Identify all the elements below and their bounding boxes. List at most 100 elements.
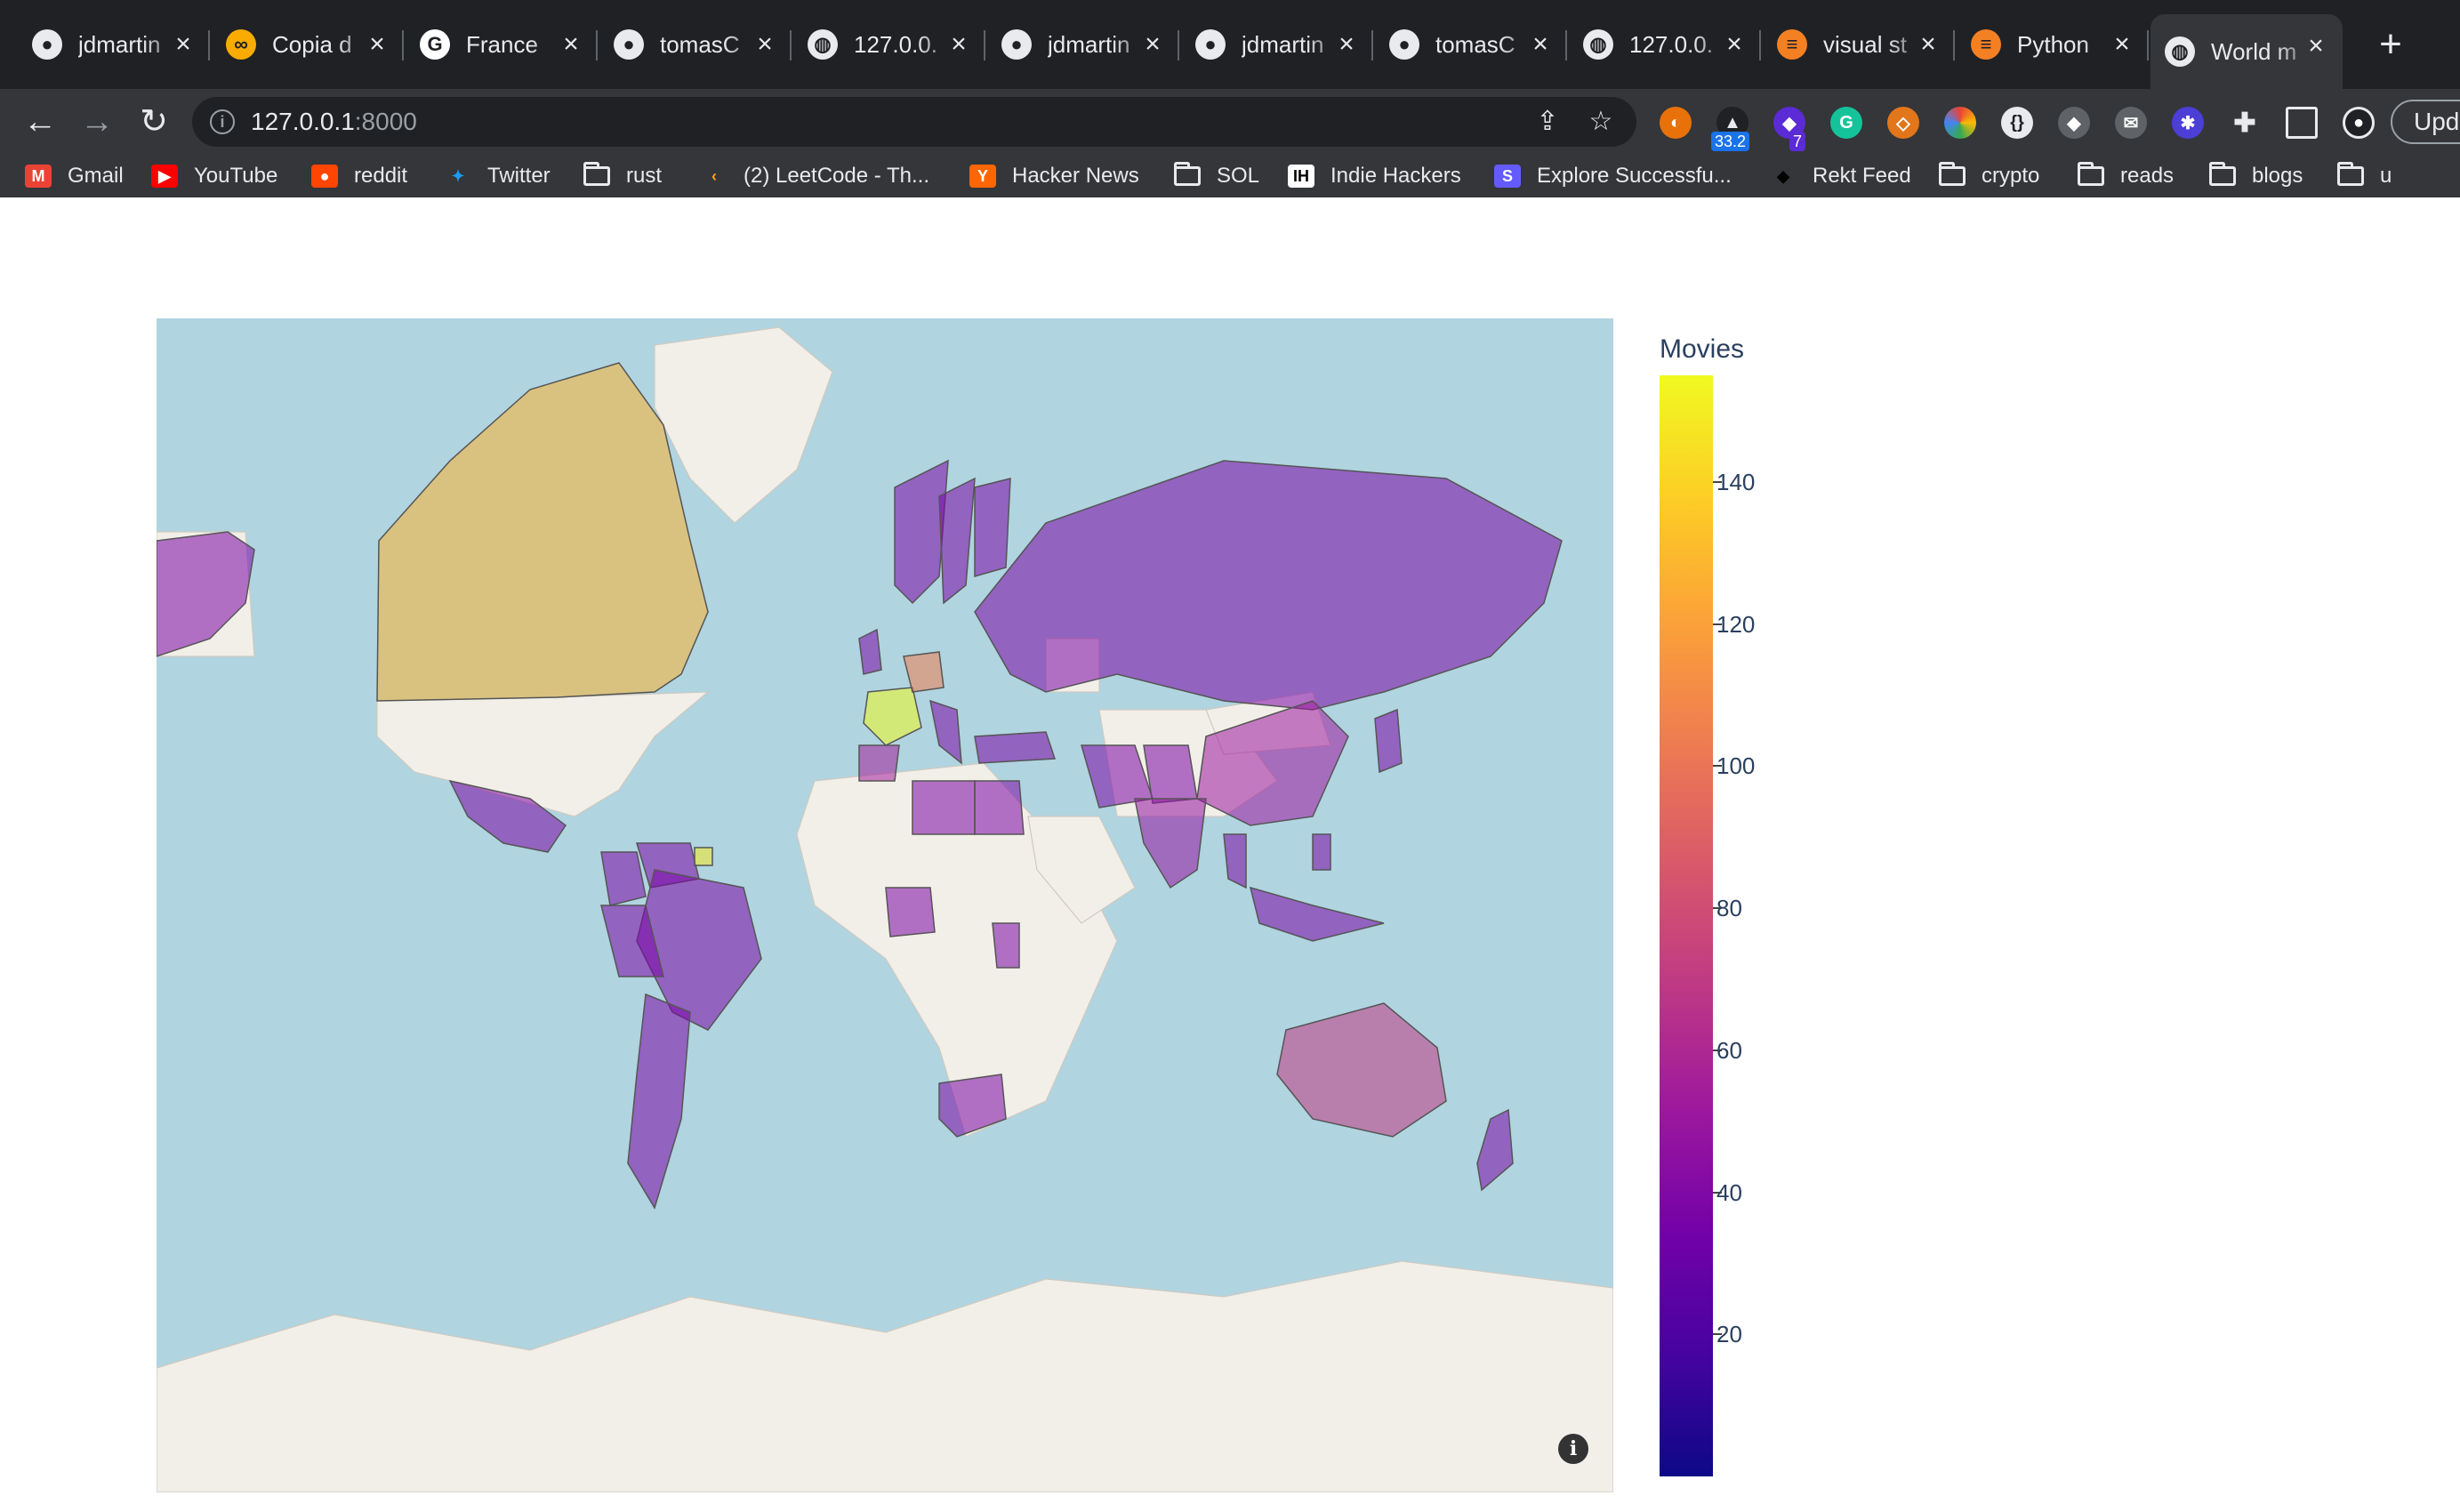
country-usa-alaska-[interactable] — [157, 531, 255, 657]
tab-close-icon[interactable]: × — [1145, 29, 1161, 59]
country-sweden[interactable] — [938, 477, 976, 605]
tab-close-icon[interactable]: × — [175, 29, 191, 59]
country-kenya[interactable] — [992, 922, 1020, 969]
bookmark-star-icon[interactable]: ☆ — [1588, 107, 1613, 136]
share-icon[interactable]: ⇪ — [1536, 107, 1559, 136]
tab-close-icon[interactable]: × — [563, 29, 579, 59]
back-button[interactable]: ← — [23, 103, 57, 141]
tab-5[interactable]: ● jdmartin × — [987, 12, 1179, 76]
map-attribution-info-icon[interactable]: i — [1558, 1434, 1588, 1464]
country-uk[interactable] — [858, 628, 882, 675]
extensions-puzzle-icon[interactable]: ✚ — [2233, 108, 2256, 138]
country-finland[interactable] — [974, 478, 1011, 577]
country-norway[interactable] — [894, 459, 949, 605]
bookmark-10[interactable]: ◆ Rekt Feed — [1770, 158, 1911, 194]
country-india[interactable] — [1134, 798, 1207, 889]
country-france[interactable] — [863, 687, 922, 746]
color-extension-icon[interactable] — [1944, 107, 1976, 139]
globe-icon: ◍ — [1583, 29, 1613, 60]
tab-8[interactable]: ◍ 127.0.0. × — [1569, 12, 1761, 76]
world-choropleth-map[interactable] — [157, 318, 1613, 1492]
tab-close-icon[interactable]: × — [1726, 29, 1742, 59]
profile-avatar[interactable]: ● — [2343, 107, 2375, 139]
bookmark-2[interactable]: ● reddit — [311, 158, 407, 194]
bookmark-14[interactable]: u — [2337, 158, 2392, 194]
tab-7[interactable]: ● tomasC × — [1375, 12, 1567, 76]
tab-4[interactable]: ◍ 127.0.0. × — [793, 12, 985, 76]
bookmark-4[interactable]: rust — [583, 158, 662, 194]
extension-icon-10[interactable]: ✱ — [2172, 107, 2204, 139]
country-suriname[interactable] — [694, 847, 713, 866]
country-egypt[interactable] — [974, 780, 1025, 835]
country-australia[interactable] — [1276, 1002, 1447, 1138]
tab-close-icon[interactable]: × — [951, 29, 967, 59]
tab-close-icon[interactable]: × — [2114, 29, 2130, 59]
tab-0[interactable]: ● jdmartin × — [18, 12, 210, 76]
bookmark-8[interactable]: IH Indie Hackers — [1288, 158, 1461, 194]
country-nigeria[interactable] — [885, 887, 936, 937]
country-russia[interactable] — [974, 460, 1563, 711]
country-mexico[interactable] — [448, 779, 567, 853]
country-canada[interactable] — [376, 362, 709, 702]
tab-separator — [984, 30, 985, 60]
update-button[interactable]: Upd — [2391, 100, 2460, 144]
tab-6[interactable]: ● jdmartin × — [1181, 12, 1373, 76]
tab-close-icon[interactable]: × — [369, 29, 385, 59]
address-bar[interactable]: i 127.0.0.1:8000 ⇪ ☆ — [192, 97, 1636, 147]
tab-label: jdmartin — [78, 30, 161, 58]
country-libya[interactable] — [912, 780, 976, 835]
bookmark-3[interactable]: ✦ Twitter — [445, 158, 550, 194]
tab-11[interactable]: ◍ World m × — [2150, 14, 2343, 89]
indiehackers-icon: IH — [1288, 165, 1314, 188]
country-peru[interactable] — [600, 905, 664, 977]
tab-3[interactable]: ● tomasC × — [599, 12, 792, 76]
country-spain[interactable] — [858, 744, 900, 782]
tab-close-icon[interactable]: × — [1339, 29, 1355, 59]
side-panel-icon[interactable] — [2286, 107, 2318, 139]
json-extension-icon[interactable]: {} — [2001, 107, 2033, 139]
bookmark-6[interactable]: Y Hacker News — [969, 158, 1139, 194]
extension-icon-8[interactable]: ◆ — [2058, 107, 2090, 139]
bookmark-9[interactable]: S Explore Successfu... — [1494, 158, 1732, 194]
bookmark-5[interactable]: ‹ (2) LeetCode - Th... — [701, 158, 929, 194]
country-argentina[interactable] — [627, 993, 691, 1210]
bookmark-13[interactable]: blogs — [2209, 158, 2303, 194]
country-thailand[interactable] — [1223, 833, 1247, 889]
extension-icon-1[interactable]: ◐ — [1660, 107, 1692, 139]
country-japan[interactable] — [1374, 708, 1403, 774]
country-italy[interactable] — [929, 699, 962, 765]
tab-close-icon[interactable]: × — [1532, 29, 1548, 59]
metamask-icon[interactable]: ◇ — [1887, 107, 1919, 139]
bookmark-12[interactable]: reads — [2078, 158, 2174, 194]
tab-9[interactable]: ≡ visual st × — [1763, 12, 1955, 76]
reload-button[interactable]: ↻ — [140, 103, 168, 141]
country-colombia[interactable] — [600, 851, 647, 906]
tab-label: Python — [2017, 30, 2089, 58]
tab-2[interactable]: G France × — [406, 12, 598, 76]
tab-1[interactable]: ∞ Copia d × — [212, 12, 404, 76]
new-tab-button[interactable]: + — [2379, 22, 2402, 66]
tab-10[interactable]: ≡ Python × — [1957, 12, 2149, 76]
bookmark-label: crypto — [1982, 164, 2040, 188]
bookmark-label: Explore Successfu... — [1537, 164, 1732, 188]
bookmark-11[interactable]: crypto — [1939, 158, 2039, 194]
country-indonesia[interactable] — [1249, 886, 1385, 942]
tab-close-icon[interactable]: × — [2308, 31, 2324, 60]
country-turkey[interactable] — [974, 731, 1057, 764]
bookmark-1[interactable]: ▶ YouTube — [151, 158, 277, 194]
bookmark-0[interactable]: M Gmail — [25, 158, 124, 194]
grammarly-icon[interactable]: G — [1830, 107, 1862, 139]
country-germany[interactable] — [903, 651, 945, 693]
bookmark-7[interactable]: SOL — [1174, 158, 1259, 194]
mail-extension-icon[interactable]: ✉ — [2115, 107, 2147, 139]
tab-close-icon[interactable]: × — [757, 29, 773, 59]
country-south-africa[interactable] — [938, 1074, 1007, 1138]
country-philippines[interactable] — [1312, 833, 1331, 871]
country-pakistan[interactable] — [1143, 744, 1198, 804]
tab-close-icon[interactable]: × — [1920, 29, 1936, 59]
tab-label: Copia d — [272, 30, 352, 58]
bookmark-label: YouTube — [194, 164, 278, 188]
country-new-zealand[interactable] — [1476, 1108, 1514, 1192]
forward-button[interactable]: → — [80, 103, 114, 141]
site-info-icon[interactable]: i — [210, 109, 235, 134]
